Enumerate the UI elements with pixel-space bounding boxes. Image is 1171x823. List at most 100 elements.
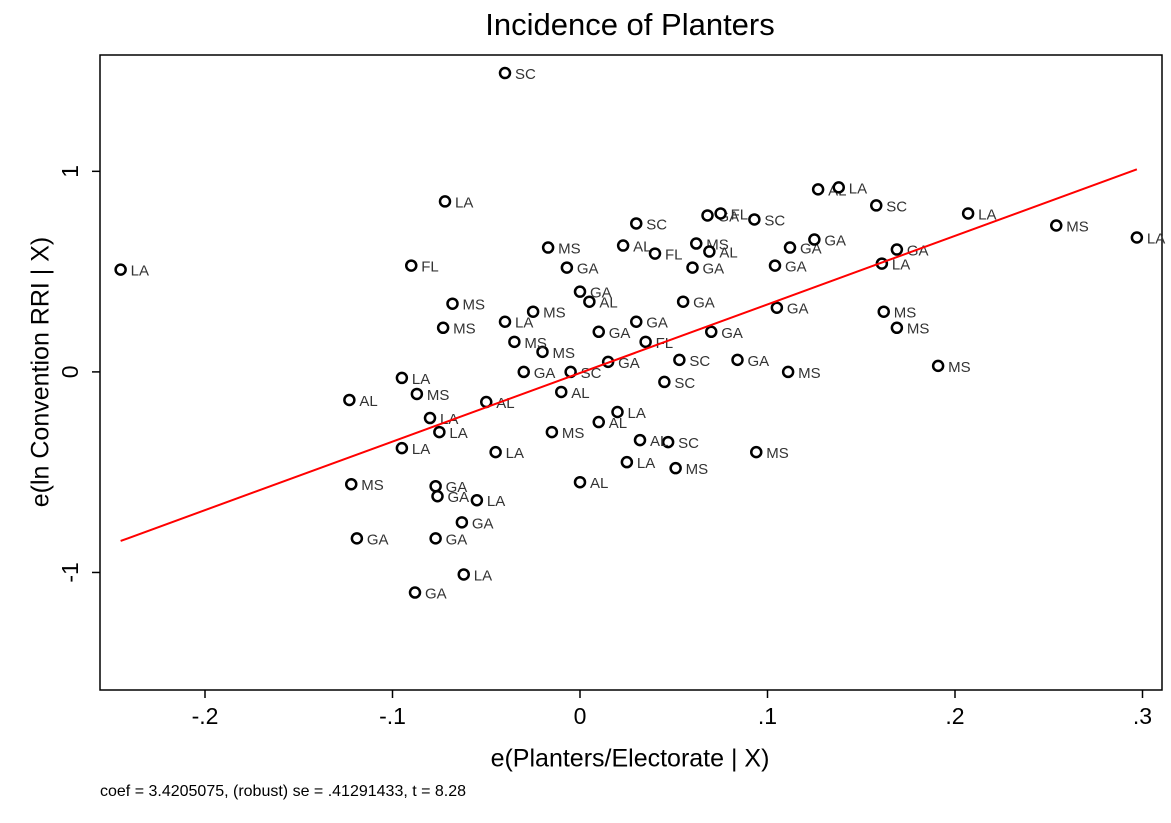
point-label: MS [1066,218,1089,235]
point-label: MS [686,461,709,478]
point [781,365,795,379]
x-tick-label: -.2 [192,703,219,729]
point [429,532,442,545]
point [410,387,424,401]
point [526,305,540,318]
point-label: GA [787,301,809,318]
point [536,345,549,359]
chart-title: Incidence of Planters [485,7,775,42]
point [431,490,444,503]
x-tick-label: .2 [945,703,964,729]
point-label: GA [367,531,389,548]
point [770,301,784,314]
point-label: MS [562,425,585,442]
point [750,445,763,459]
point-label: GA [590,285,612,302]
y-tick-label: 1 [57,165,83,178]
point-label: MS [453,321,476,338]
point-label: LA [892,257,910,274]
point-label: GA [824,232,846,249]
point-label: GA [646,315,668,332]
y-tick-label: 0 [57,365,83,378]
point-label: MS [427,387,450,404]
point-label: SC [886,198,907,215]
point [673,353,686,367]
point-label: AL [633,239,651,256]
point [517,365,530,379]
point-label: MS [907,321,930,338]
point-label: FL [665,247,683,264]
point [446,297,459,310]
x-tick-label: .1 [758,703,777,729]
point [560,261,574,274]
point-label: AL [609,415,627,432]
point-label: LA [487,493,505,510]
point [405,259,418,272]
point [630,217,643,230]
point-label: GA [448,489,470,506]
y-axis-label: e(ln Convention RRI | X) [27,237,55,508]
point-label: MS [524,335,547,352]
point [701,209,714,222]
point [470,494,484,507]
point [808,233,821,246]
point [633,433,647,447]
point [705,325,718,339]
point-label: LA [628,405,646,422]
point-label: SC [646,216,667,233]
note: coef = 3.4205075, (robust) se = .4129143… [100,783,466,800]
point [661,435,675,449]
point-label: GA [425,585,447,602]
point [648,247,662,260]
x-tick-label: 0 [574,703,587,729]
point-label: MS [558,241,581,258]
point-label: GA [785,259,807,276]
point [573,285,587,298]
point-label: SC [689,353,710,370]
point-label: AL [650,433,668,450]
point [592,325,605,339]
point-label: FL [731,206,749,223]
y-tick-label: -1 [57,562,83,582]
point-label: MS [948,359,971,376]
point-label: LA [978,206,996,223]
point-label: FL [421,259,439,276]
x-tick-label: .3 [1133,703,1152,729]
point-label: MS [798,365,821,382]
point-label: MS [766,445,789,462]
point [489,445,502,459]
point-label: AL [571,385,589,402]
point [436,321,450,335]
point-label: LA [449,425,467,442]
point [890,321,904,335]
point-label: GA [693,295,715,312]
point-label: GA [577,261,599,278]
point-label: GA [534,365,556,382]
point [114,263,127,276]
point [408,586,422,599]
point [555,385,568,399]
point [433,425,446,439]
point-label: GA [618,355,640,372]
point [455,516,469,529]
point [961,207,975,220]
point-label: GA [609,325,631,342]
point-label: GA [446,479,468,496]
point [731,353,744,367]
point-label: LA [637,455,655,472]
point-label: GA [721,325,743,342]
point-label: LA [455,194,473,211]
point [438,195,452,208]
point [1130,231,1144,244]
point-label: AL [719,245,737,262]
point [545,425,559,439]
point-label: GA [472,515,494,532]
point [931,359,945,373]
point [583,295,596,308]
point [498,315,512,329]
point-label: LA [506,445,524,462]
point [630,315,643,329]
point-label: LA [412,441,430,458]
